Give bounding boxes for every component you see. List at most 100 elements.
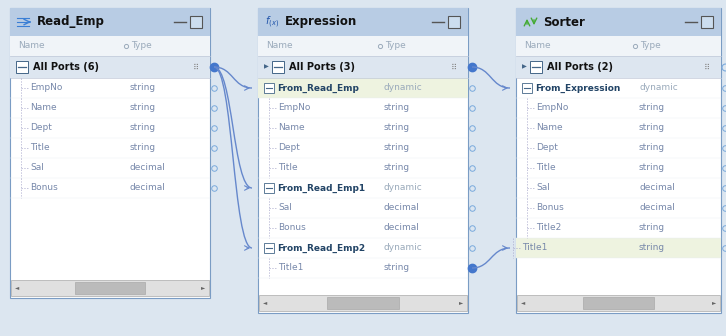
Text: Sal: Sal [278,204,292,212]
Text: string: string [384,164,410,172]
Text: decimal: decimal [384,204,420,212]
Text: Dept: Dept [30,124,52,132]
Text: dynamic: dynamic [639,84,678,92]
Bar [10,36,210,56]
Text: Title: Title [278,164,298,172]
Text: ⠿: ⠿ [193,62,199,72]
Text: EmpNo: EmpNo [536,103,568,113]
Bar [327,297,399,309]
Text: ▶: ▶ [522,65,527,70]
Bar [190,16,202,28]
Text: string: string [130,103,156,113]
Text: ◄: ◄ [263,300,267,305]
Text: string: string [639,143,665,153]
Text: Title1: Title1 [522,244,547,252]
Text: Read_Emp: Read_Emp [37,15,105,29]
Text: Sorter: Sorter [543,15,585,29]
Text: ►: ► [712,300,716,305]
Bar [16,61,28,73]
Bar [10,56,210,78]
Text: Title2: Title2 [536,223,561,233]
Text: string: string [130,143,156,153]
Bar [10,8,210,36]
Text: decimal: decimal [639,183,675,193]
Text: decimal: decimal [639,204,675,212]
Bar [10,8,210,298]
Bar [258,8,468,313]
Text: Type: Type [131,42,152,50]
Text: Dept: Dept [536,143,558,153]
Text: string: string [639,103,665,113]
Text: Type: Type [385,42,406,50]
Text: Name: Name [536,124,563,132]
Text: Name: Name [524,42,550,50]
Bar [583,297,654,309]
Text: Expression: Expression [285,15,357,29]
Bar [701,16,713,28]
Bar [448,16,460,28]
Text: ►: ► [459,300,463,305]
Text: Bonus: Bonus [536,204,564,212]
Bar [258,56,468,78]
Text: dynamic: dynamic [384,183,423,193]
Bar [516,36,721,56]
Text: All Ports (3): All Ports (3) [289,62,355,72]
Bar [522,83,532,93]
Text: From_Read_Emp1: From_Read_Emp1 [277,183,365,193]
Text: All Ports (2): All Ports (2) [547,62,613,72]
Text: ▶: ▶ [264,65,269,70]
Text: ⠿: ⠿ [704,62,710,72]
Text: string: string [130,84,156,92]
Bar [76,282,144,294]
Text: string: string [130,124,156,132]
Text: From_Expression: From_Expression [535,83,621,93]
Bar [516,8,721,313]
Bar [258,78,468,98]
Bar [517,295,720,311]
Text: EmpNo: EmpNo [278,103,311,113]
Text: Title1: Title1 [278,263,303,272]
Text: Name: Name [278,124,305,132]
Text: decimal: decimal [130,164,166,172]
Bar [264,243,274,253]
Text: string: string [384,103,410,113]
Bar [264,83,274,93]
Text: string: string [639,223,665,233]
Text: dynamic: dynamic [384,84,423,92]
Bar [258,36,468,56]
Text: string: string [639,164,665,172]
Text: string: string [384,143,410,153]
Text: Name: Name [30,103,57,113]
Text: string: string [384,124,410,132]
Text: dynamic: dynamic [384,244,423,252]
Text: Title: Title [30,143,49,153]
Text: Type: Type [640,42,661,50]
Text: string: string [384,263,410,272]
Bar [264,183,274,193]
Text: Bonus: Bonus [30,183,58,193]
Text: Bonus: Bonus [278,223,306,233]
Bar [516,8,721,36]
Text: Dept: Dept [278,143,300,153]
Bar [530,61,542,73]
Text: decimal: decimal [384,223,420,233]
Text: ◄: ◄ [15,286,19,291]
Text: Name: Name [18,42,44,50]
Bar [516,238,721,258]
Text: ⠿: ⠿ [451,62,457,72]
Bar [259,295,467,311]
Text: From_Read_Emp: From_Read_Emp [277,83,359,93]
Text: ◄: ◄ [521,300,525,305]
Text: string: string [639,244,665,252]
Text: string: string [639,124,665,132]
Text: From_Read_Emp2: From_Read_Emp2 [277,243,365,253]
Bar [258,8,468,36]
Text: Title: Title [536,164,555,172]
Bar [11,280,209,296]
Text: Name: Name [266,42,293,50]
Text: decimal: decimal [130,183,166,193]
Text: All Ports (6): All Ports (6) [33,62,99,72]
Text: $f_{(x)}$: $f_{(x)}$ [265,14,279,30]
Bar [516,56,721,78]
Text: Sal: Sal [30,164,44,172]
